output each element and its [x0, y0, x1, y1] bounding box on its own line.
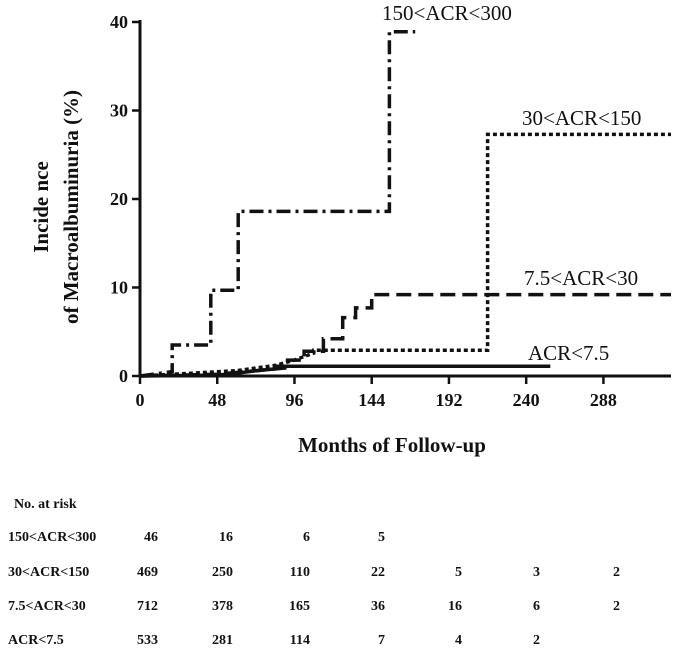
x-tick-label: 48 [208, 390, 226, 410]
risk-cell: 533 [137, 633, 158, 648]
risk-cell: 22 [371, 565, 385, 580]
risk-row-label: ACR<7.5 [8, 633, 64, 648]
risk-cell: 46 [144, 530, 158, 545]
risk-cell: 114 [289, 633, 310, 648]
risk-row-label: 150<ACR<300 [8, 530, 97, 545]
y-tick-label: 0 [119, 366, 128, 386]
incidence-chart: Incide nce of Macroalbuminuria (%) 0 10 20 3… [29, 1, 671, 457]
y-tick-label: 20 [110, 189, 128, 209]
y-tick-label: 30 [110, 101, 128, 121]
x-tick-label: 0 [136, 390, 145, 410]
series-label: ACR<7.5 [528, 341, 609, 365]
series-label: 150<ACR<300 [382, 1, 512, 25]
risk-cell: 7 [378, 633, 385, 648]
series-line [139, 29, 416, 378]
risk-cell: 6 [533, 599, 540, 614]
risk-cell: 4 [455, 633, 462, 648]
risk-cell: 16 [448, 599, 462, 614]
series-line [139, 364, 551, 378]
y-axis-title: Incide nce of Macroalbuminuria (%) [29, 90, 83, 324]
series-label: 30<ACR<150 [522, 106, 641, 130]
x-tick-label: 96 [285, 390, 303, 410]
risk-cell: 110 [289, 565, 310, 580]
risk-cell: 469 [137, 565, 158, 580]
risk-cell: 281 [212, 633, 233, 648]
risk-table-row: ACR<7.5 533 281 114 7 4 2 [0, 633, 675, 653]
series-labels: 150<ACR<300 30<ACR<150 7.5<ACR<30 ACR<7.5 [382, 1, 641, 365]
risk-cell: 712 [137, 599, 158, 614]
series-line [139, 132, 671, 378]
risk-cell: 378 [212, 599, 233, 614]
risk-table-row: 150<ACR<300 46 16 6 5 [0, 530, 675, 550]
risk-table-row: 30<ACR<150 469 250 110 22 5 3 2 [0, 565, 675, 585]
y-tick-label: 40 [110, 12, 128, 32]
risk-cell: 5 [378, 530, 385, 545]
x-tick-label: 144 [358, 390, 385, 410]
x-tick-label: 192 [435, 390, 462, 410]
series-layer [139, 29, 671, 378]
chart-axes: 0 10 20 30 40 0 48 96 144 192 240 288 [110, 12, 671, 410]
risk-cell: 250 [212, 565, 233, 580]
risk-cell: 6 [303, 530, 310, 545]
number-at-risk-table: No. at risk 150<ACR<300 46 16 6 5 30<ACR<150 4… [0, 490, 675, 650]
risk-row-label: 7.5<ACR<30 [8, 599, 86, 614]
risk-cell: 2 [613, 599, 620, 614]
risk-cell: 2 [613, 565, 620, 580]
risk-cell: 36 [371, 599, 385, 614]
y-axis-title-line: Incide nce [29, 161, 53, 253]
x-tick-label: 240 [513, 390, 540, 410]
series-label: 7.5<ACR<30 [524, 266, 638, 290]
risk-cell: 165 [289, 599, 310, 614]
risk-cell: 3 [533, 565, 540, 580]
risk-row-label: 30<ACR<150 [8, 565, 90, 580]
x-tick-label: 288 [590, 390, 617, 410]
risk-cell: 16 [219, 530, 233, 545]
series-line [139, 292, 671, 378]
risk-table-row: 7.5<ACR<30 712 378 165 36 16 6 2 [0, 599, 675, 619]
y-tick-label: 10 [110, 278, 128, 298]
risk-cell: 5 [455, 565, 462, 580]
risk-table-title: No. at risk [14, 497, 77, 512]
y-axis-title-line: of Macroalbuminuria (%) [59, 90, 83, 324]
risk-cell: 2 [533, 633, 540, 648]
x-axis-title: Months of Follow-up [298, 433, 486, 457]
